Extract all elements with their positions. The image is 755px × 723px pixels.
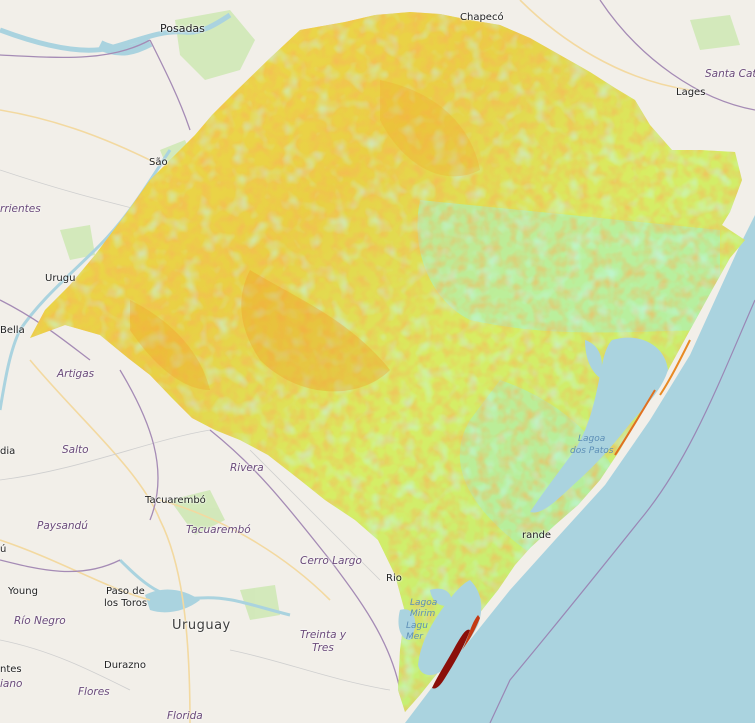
label-rio-negro: Río Negro xyxy=(14,615,66,627)
label-salto: Salto xyxy=(62,444,89,456)
label-lagoa-mirim-1: Lagoa xyxy=(410,598,438,608)
label-dia: dia xyxy=(0,446,16,457)
lagoa-dos-patos xyxy=(530,337,668,513)
label-paysandu: Paysandú xyxy=(37,520,88,532)
parana-river xyxy=(0,12,232,53)
label-chapeco: Chapecó xyxy=(460,12,504,23)
label-tres: Tres xyxy=(312,642,334,654)
label-los-toros: los Toros xyxy=(104,598,148,609)
label-ntes: ntes xyxy=(0,664,22,675)
label-lagoa-mirim-2: Mirim xyxy=(410,609,436,619)
label-paso-de: Paso de xyxy=(106,586,145,597)
label-durazno: Durazno xyxy=(104,660,146,671)
label-santa-cat: Santa Cat xyxy=(705,68,755,80)
label-treinta-y: Treinta y xyxy=(300,629,347,641)
label-u: ú xyxy=(0,544,7,555)
ocean xyxy=(405,215,755,723)
label-rivera: Rivera xyxy=(230,462,264,474)
label-tacuarembo-dept: Tacuarembó xyxy=(186,524,251,536)
label-posadas: Posadas xyxy=(160,22,205,35)
label-rrientes: rrientes xyxy=(0,203,41,215)
label-artigas: Artigas xyxy=(57,368,95,380)
label-sao: São xyxy=(149,157,168,168)
label-lages: Lages xyxy=(676,87,706,98)
label-tacuarembo-city: Tacuarembó xyxy=(145,495,206,506)
label-lagoa-mirim-3: Lagu xyxy=(406,621,428,631)
label-florida: Florida xyxy=(167,710,203,722)
label-urugu: Urugu xyxy=(45,273,76,284)
label-bella: Bella xyxy=(0,325,25,336)
lagoa-mirim xyxy=(418,580,482,676)
label-lagoa-dos-patos-2: dos Patos xyxy=(570,446,614,456)
label-lagoa-mirim-4: Mer xyxy=(406,632,424,642)
label-lagoa-dos-patos-1: Lagoa xyxy=(578,434,606,444)
label-flores: Flores xyxy=(78,686,110,698)
rincon-del-bonete xyxy=(145,589,200,613)
label-cerro-largo: Cerro Largo xyxy=(300,555,362,567)
label-iano: iano xyxy=(0,678,23,690)
label-young: Young xyxy=(8,586,38,597)
label-rande: rande xyxy=(522,530,552,541)
label-uruguay: Uruguay xyxy=(172,618,231,633)
label-rio: Rio xyxy=(386,573,402,584)
